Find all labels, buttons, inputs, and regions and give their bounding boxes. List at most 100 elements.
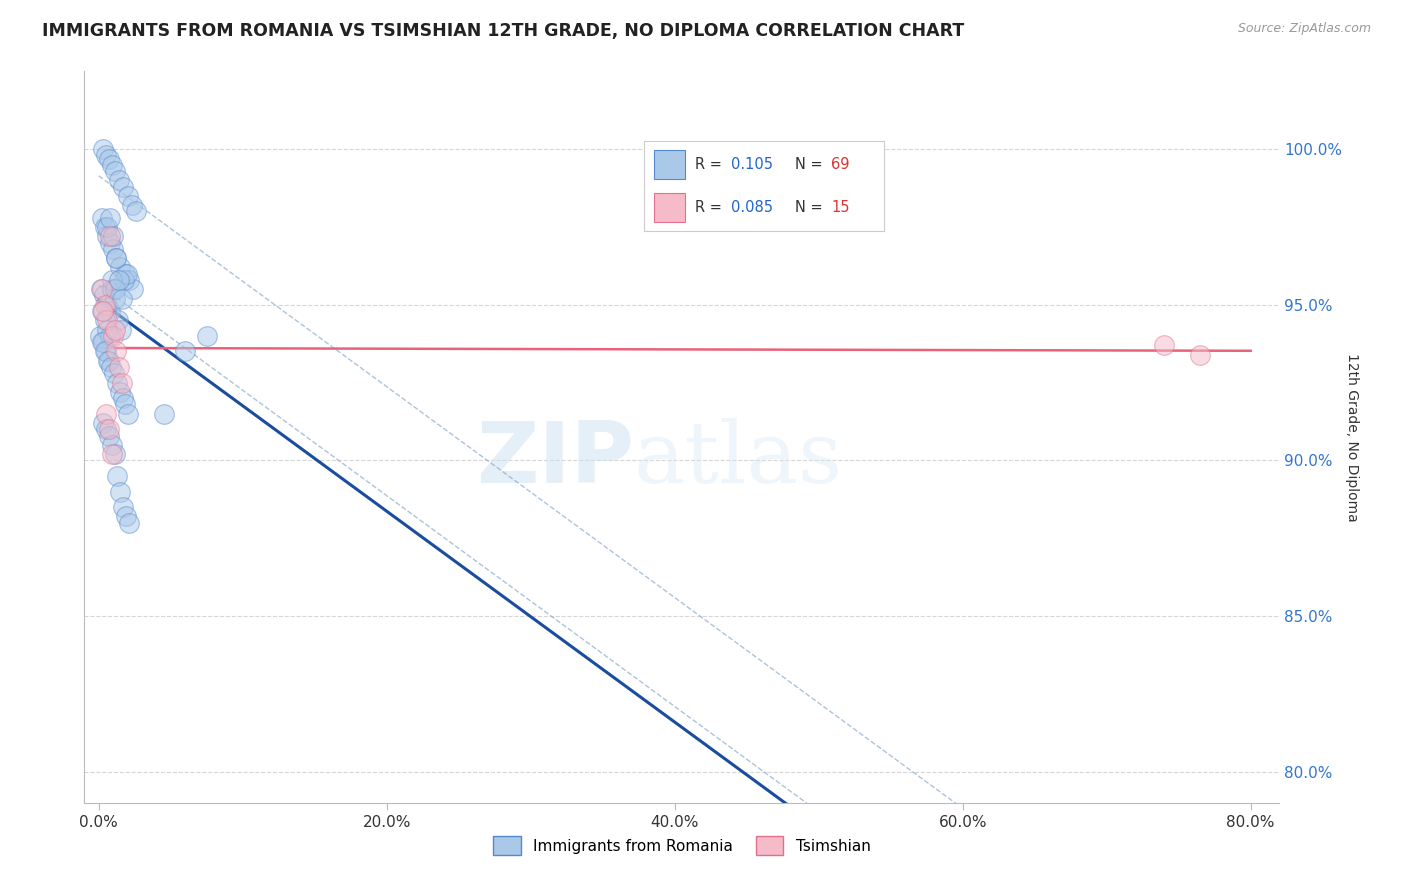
Text: 0.085: 0.085 [731,200,773,215]
Point [96,298,118,312]
Point [96,313,118,327]
Point [90,304,112,318]
Point [101,229,124,244]
Point [96,219,118,234]
Point [1153,338,1175,352]
Point [108,273,131,287]
Point [107,469,129,483]
Point [100,438,122,452]
Point [91,416,114,430]
Point [100,359,122,374]
Text: 69: 69 [831,157,849,172]
Point [104,323,127,337]
Y-axis label: 12th Grade, No Diploma: 12th Grade, No Diploma [1346,352,1360,522]
Point [93,298,115,312]
Point [100,158,122,172]
Point [174,344,197,359]
Point [90,282,112,296]
Point [114,267,136,281]
Text: Source: ZipAtlas.com: Source: ZipAtlas.com [1237,22,1371,36]
Point [111,376,134,390]
Point [90,211,112,225]
Point [117,407,139,421]
Point [115,509,138,524]
Point [110,484,132,499]
Point [104,164,127,178]
Point [118,273,141,287]
Point [108,173,131,187]
Point [115,267,138,281]
Point [103,366,125,380]
Point [97,354,120,368]
Point [104,292,127,306]
Point [121,198,143,212]
Text: atlas: atlas [634,417,844,500]
Text: N =: N = [796,157,828,172]
Point [118,516,141,530]
Point [111,292,134,306]
Point [105,376,128,390]
Point [91,335,114,350]
Point [98,329,121,343]
Point [100,447,122,461]
Text: N =: N = [796,200,828,215]
Point [114,397,136,411]
Point [97,152,120,166]
Point [1189,348,1212,362]
Point [94,148,117,162]
Point [152,407,174,421]
Point [94,407,117,421]
Point [101,329,124,343]
Point [125,204,148,219]
Point [122,282,145,296]
Point [98,235,121,250]
Point [111,391,134,405]
Point [91,304,114,318]
Point [93,313,115,327]
Text: R =: R = [695,200,725,215]
Point [112,179,135,194]
Point [98,304,121,318]
Text: R =: R = [695,157,725,172]
Point [101,242,124,256]
Point [94,344,117,359]
Point [89,329,111,343]
Point [90,282,112,296]
Point [195,329,218,343]
Point [97,354,120,368]
Text: IMMIGRANTS FROM ROMANIA VS TSIMSHIAN 12TH GRADE, NO DIPLOMA CORRELATION CHART: IMMIGRANTS FROM ROMANIA VS TSIMSHIAN 12T… [42,22,965,40]
Point [101,282,124,296]
Point [105,251,128,265]
Point [91,335,114,350]
Point [100,273,122,287]
Point [93,288,115,302]
Text: 0.105: 0.105 [731,157,773,172]
Bar [654,194,685,222]
Point [98,229,121,244]
Point [117,189,139,203]
Point [105,251,128,265]
Point [96,229,118,244]
Point [107,313,129,327]
Point [108,384,131,399]
Point [108,359,131,374]
Point [97,428,120,442]
Point [98,211,121,225]
Point [97,422,120,436]
Point [112,273,135,287]
Text: ZIP: ZIP [477,417,634,500]
Point [105,344,128,359]
Text: 15: 15 [831,200,849,215]
Point [93,219,115,234]
Bar [654,151,685,179]
Point [112,500,135,515]
Point [110,323,132,337]
Point [91,142,114,156]
Point [94,344,117,359]
Point [104,447,127,461]
Point [104,282,127,296]
Legend: Immigrants from Romania, Tsimshian: Immigrants from Romania, Tsimshian [488,830,876,861]
Point [94,422,117,436]
Point [96,323,118,337]
Point [110,260,132,275]
